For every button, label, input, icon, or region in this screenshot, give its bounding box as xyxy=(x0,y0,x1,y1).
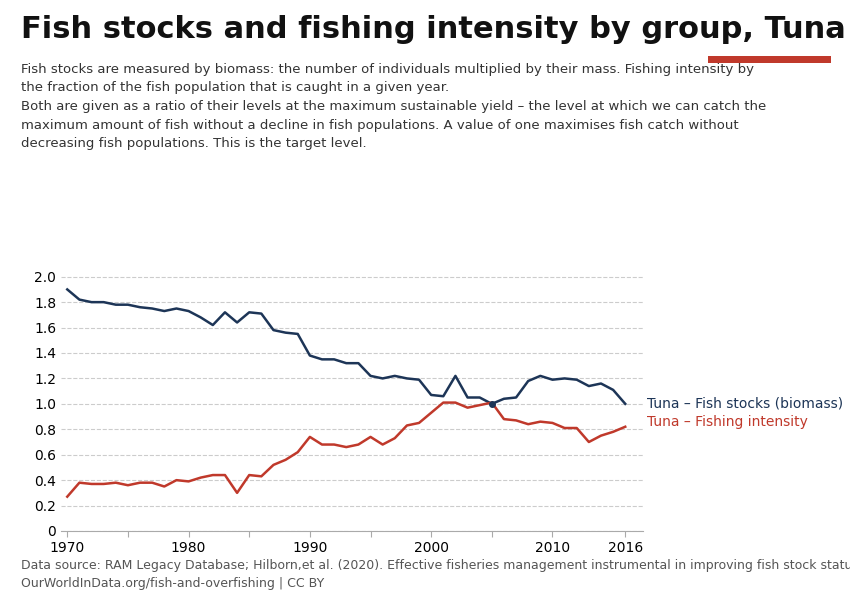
Text: Fish stocks and fishing intensity by group, Tuna: Fish stocks and fishing intensity by gro… xyxy=(21,15,846,44)
Text: Tuna – Fishing intensity: Tuna – Fishing intensity xyxy=(647,415,808,428)
Text: in Data: in Data xyxy=(748,37,790,46)
Text: Data source: RAM Legacy Database; Hilborn,et al. (2020). Effective fisheries man: Data source: RAM Legacy Database; Hilbor… xyxy=(21,559,850,590)
Text: Fish stocks are measured by biomass: the number of individuals multiplied by the: Fish stocks are measured by biomass: the… xyxy=(21,63,767,150)
Bar xyxy=(708,56,831,63)
Text: Tuna – Fish stocks (biomass): Tuna – Fish stocks (biomass) xyxy=(647,397,843,411)
Text: Our World: Our World xyxy=(740,17,799,27)
